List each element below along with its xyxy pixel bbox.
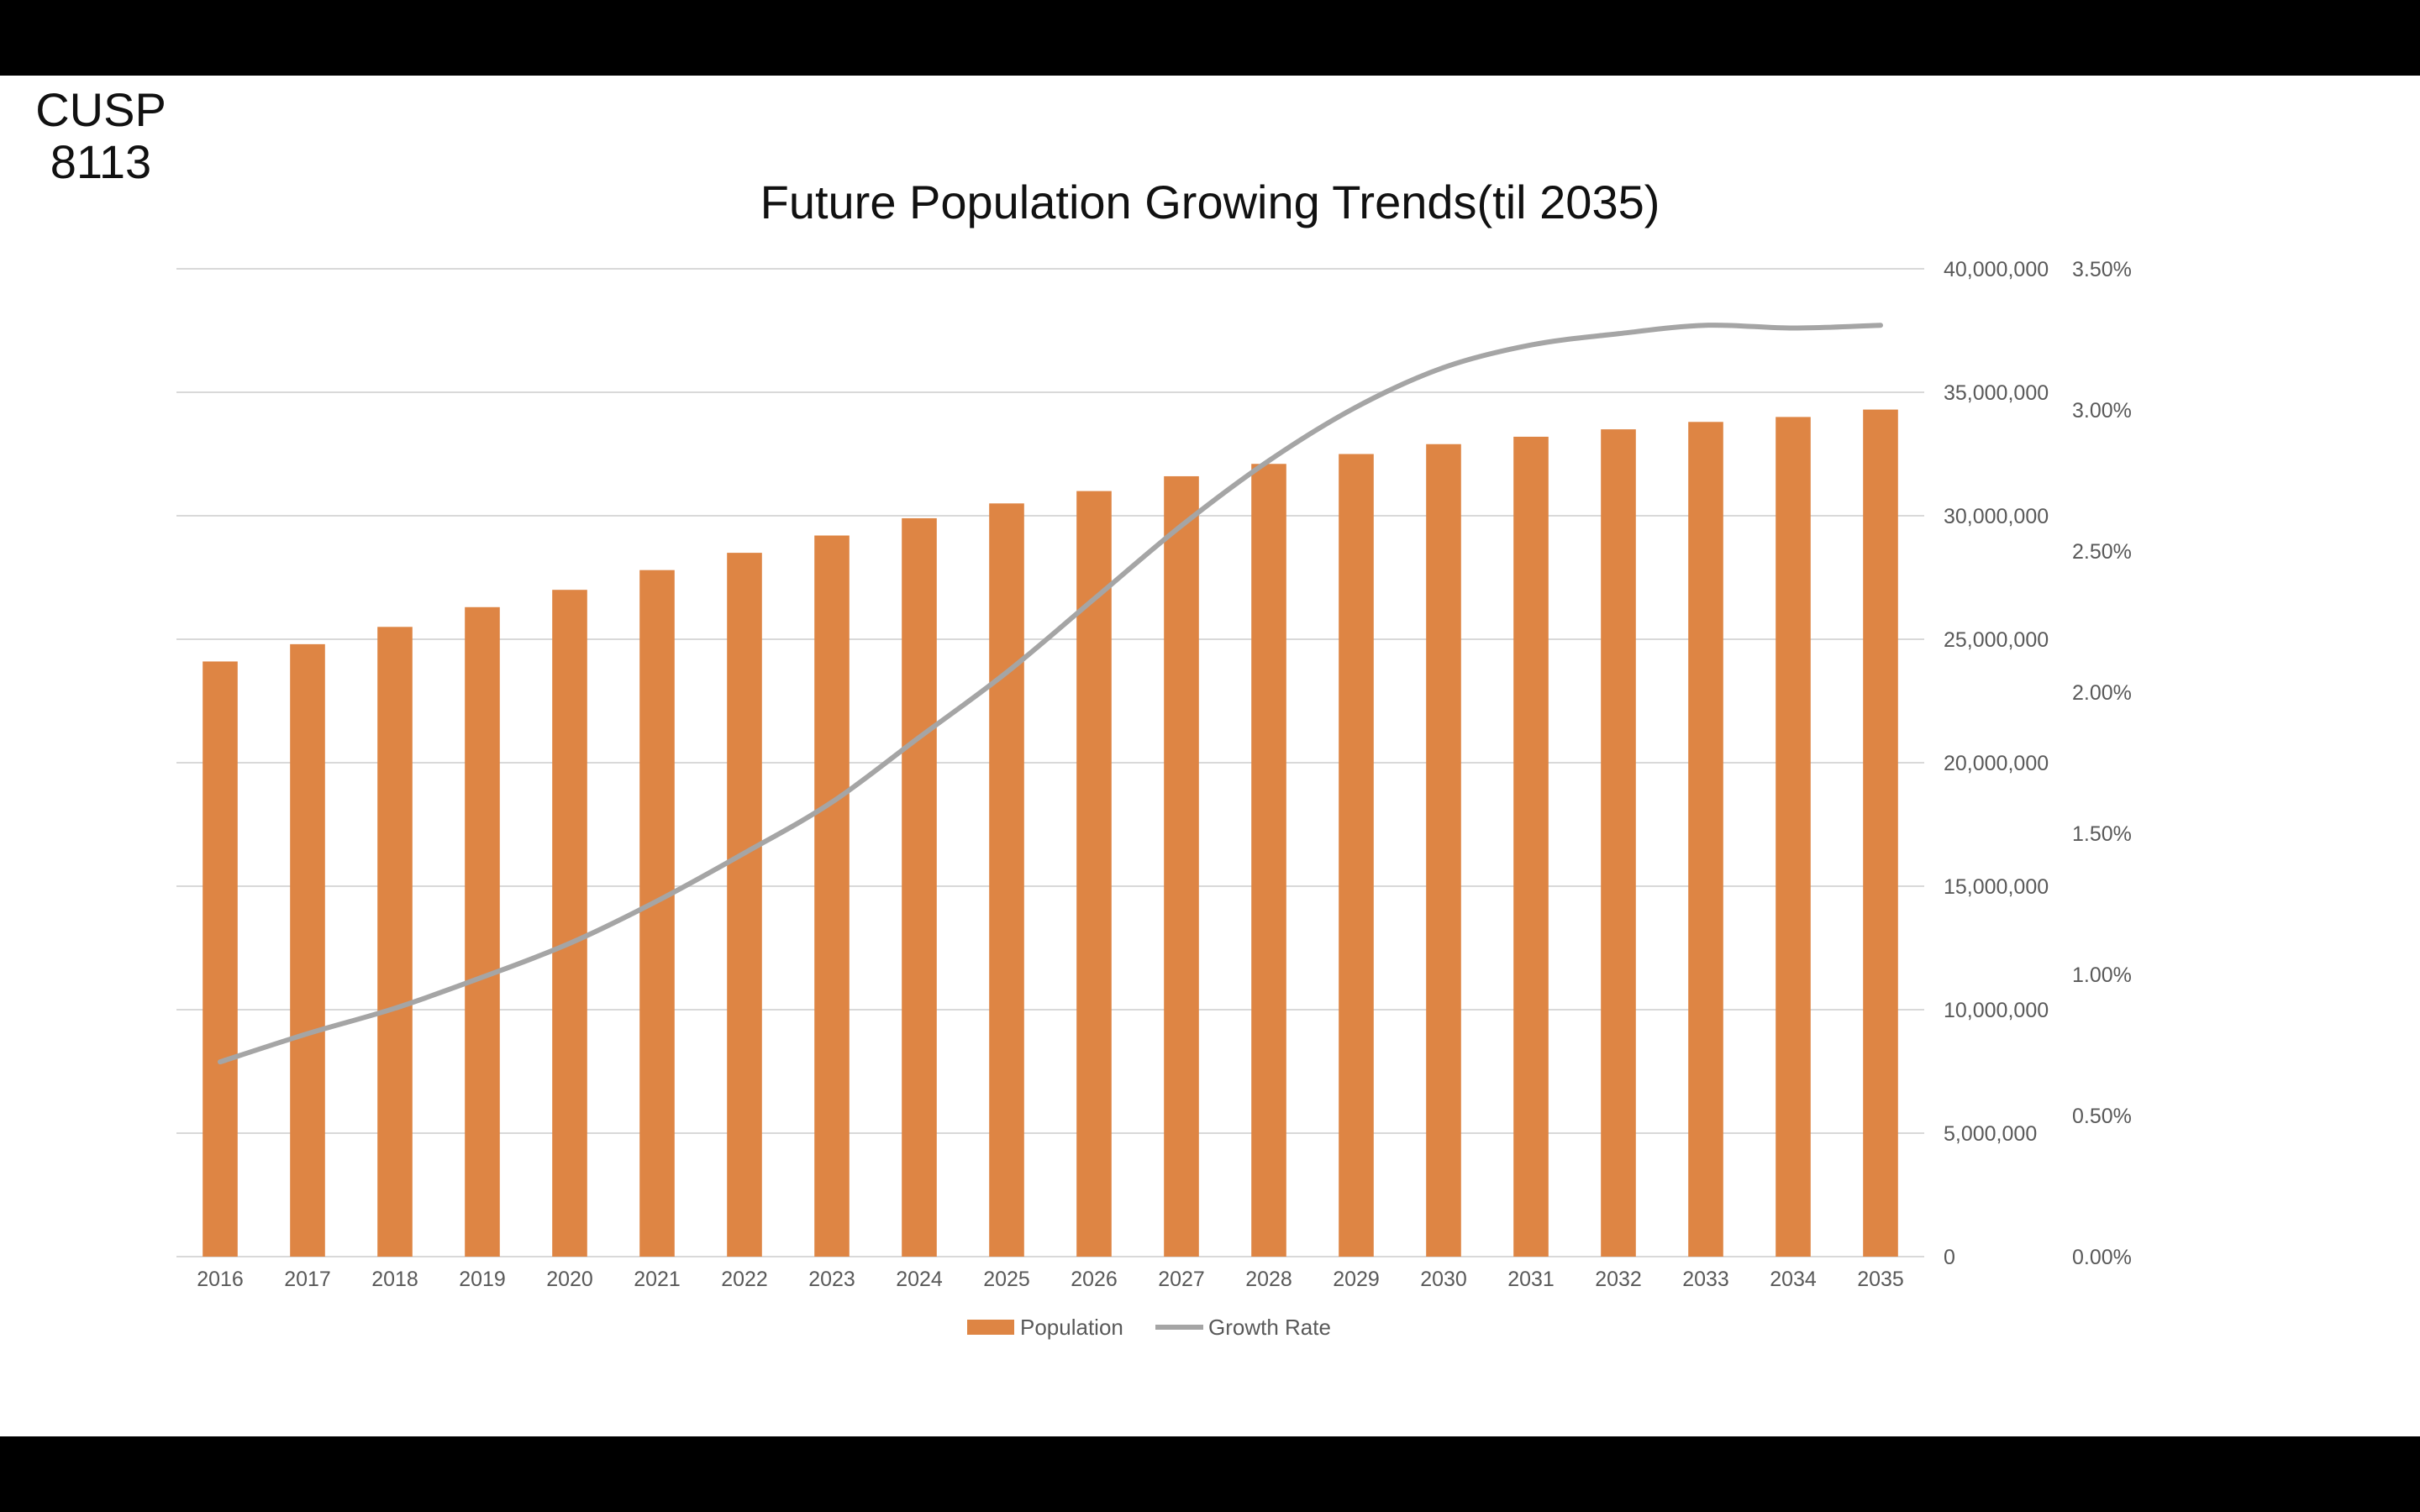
- growth-rate-line-path: [218, 323, 1883, 1065]
- course-label-line1: CUSP: [35, 83, 166, 136]
- right-axis-tick-label: 0.00%: [2072, 1246, 2132, 1269]
- gridlines: [176, 268, 1924, 1257]
- x-axis-tick-label: 2024: [896, 1268, 943, 1291]
- left-axis-tick-label: 10,000,000: [1944, 999, 2049, 1022]
- population-bar: [1339, 454, 1374, 1257]
- population-bar: [989, 503, 1024, 1257]
- x-axis-tick-label: 2020: [546, 1268, 593, 1291]
- left-axis-tick-label: 40,000,000: [1944, 258, 2049, 281]
- x-axis-tick-label: 2019: [459, 1268, 506, 1291]
- population-bar: [552, 590, 587, 1257]
- x-axis-tick-label: 2032: [1595, 1268, 1642, 1291]
- left-axis-tick-label: 15,000,000: [1944, 875, 2049, 899]
- x-axis-tick-label: 2022: [721, 1268, 768, 1291]
- population-bar: [290, 643, 325, 1257]
- x-axis-tick-label: 2034: [1770, 1268, 1817, 1291]
- left-axis-ticks: 0 5,000,000 10,000,000 15,000,000 20,000,000…: [1944, 258, 2049, 1269]
- x-axis-tick-label: 2031: [1507, 1268, 1555, 1291]
- population-bar: [1251, 464, 1286, 1257]
- x-axis-tick-label: 2016: [197, 1268, 244, 1291]
- right-axis-tick-label: 2.50%: [2072, 540, 2132, 564]
- population-bar: [1164, 475, 1199, 1257]
- x-axis-tick-label: 2023: [808, 1268, 855, 1291]
- left-axis-tick-label: 25,000,000: [1944, 628, 2049, 652]
- x-axis-tick-label: 2029: [1333, 1268, 1380, 1291]
- x-axis-tick-label: 2033: [1682, 1268, 1729, 1291]
- growth-rate-line: [218, 323, 1883, 1065]
- right-axis-tick-label: 3.00%: [2072, 399, 2132, 423]
- population-bar: [1426, 444, 1461, 1257]
- right-axis-tick-label: 3.50%: [2072, 258, 2132, 281]
- left-axis-tick-label: 0: [1944, 1246, 1955, 1269]
- population-bar: [814, 535, 850, 1257]
- population-bar: [377, 627, 413, 1257]
- population-bar: [1076, 491, 1112, 1257]
- legend-label-population: Population: [1020, 1315, 1123, 1340]
- right-axis-tick-label: 1.00%: [2072, 963, 2132, 987]
- x-axis-ticks: 2016 2017 2018 2019 2020 2021 2022 2023 2024 2025…: [197, 1268, 1904, 1291]
- letterbox-top: [0, 0, 2420, 76]
- left-axis-tick-label: 20,000,000: [1944, 752, 2049, 775]
- population-bar: [1513, 436, 1549, 1257]
- x-axis-tick-label: 2027: [1158, 1268, 1205, 1291]
- population-bar: [1688, 422, 1723, 1257]
- right-axis-tick-label: 2.00%: [2072, 681, 2132, 705]
- population-bar: [727, 553, 762, 1257]
- left-axis-tick-label: 5,000,000: [1944, 1122, 2037, 1146]
- population-bar: [902, 517, 937, 1257]
- course-label-line2: 8113: [50, 135, 152, 188]
- chart: 0 5,000,000 10,000,000 15,000,000 20,000,000…: [176, 258, 2132, 1340]
- left-axis-tick-label: 35,000,000: [1944, 381, 2049, 405]
- population-bars: [203, 409, 1898, 1257]
- chart-title: Future Population Growing Trends(til 203…: [760, 176, 1660, 228]
- x-axis-tick-label: 2035: [1857, 1268, 1904, 1291]
- course-label: CUSP 8113: [25, 84, 176, 188]
- legend-swatch-population: [967, 1320, 1014, 1335]
- legend: Population Growth Rate: [967, 1315, 1331, 1340]
- population-bar: [639, 570, 675, 1257]
- population-bar: [465, 606, 500, 1257]
- population-bar: [1601, 429, 1636, 1257]
- x-axis-tick-label: 2018: [371, 1268, 418, 1291]
- legend-label-growth-rate: Growth Rate: [1208, 1315, 1331, 1340]
- population-bar: [1776, 417, 1811, 1257]
- right-axis-tick-label: 0.50%: [2072, 1105, 2132, 1128]
- x-axis-tick-label: 2028: [1245, 1268, 1292, 1291]
- population-bar: [203, 661, 238, 1257]
- population-bar: [1863, 409, 1898, 1257]
- x-axis-tick-label: 2017: [284, 1268, 331, 1291]
- left-axis-tick-label: 30,000,000: [1944, 505, 2049, 528]
- x-axis-tick-label: 2026: [1071, 1268, 1118, 1291]
- right-axis-tick-label: 1.50%: [2072, 822, 2132, 846]
- letterbox-bottom: [0, 1436, 2420, 1512]
- right-axis-ticks: 0.00% 0.50% 1.00% 1.50% 2.00% 2.50% 3.00% 3.50%: [2072, 258, 2132, 1269]
- x-axis-tick-label: 2021: [634, 1268, 681, 1291]
- x-axis-tick-label: 2025: [983, 1268, 1030, 1291]
- slide: CUSP 8113 Future Population Growing Tren…: [0, 76, 2420, 1436]
- x-axis-tick-label: 2030: [1420, 1268, 1467, 1291]
